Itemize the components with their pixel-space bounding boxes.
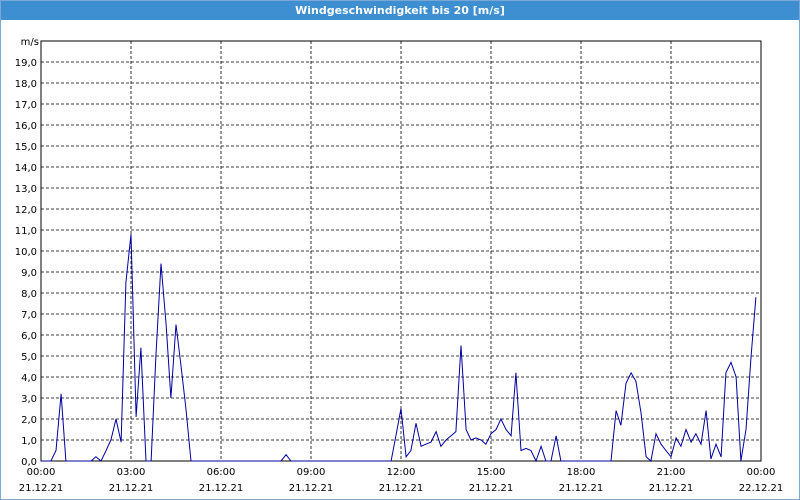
x-tick-label: 06:00 [207,467,236,478]
x-tick-date: 21.12.21 [289,483,334,494]
y-tick-label: 10,0 [15,247,37,258]
y-tick-label: 2,0 [21,415,37,426]
y-tick-label: 11,0 [15,226,37,237]
y-tick-label: 3,0 [21,394,37,405]
y-tick-label: 5,0 [21,352,37,363]
y-tick-label: 19,0 [15,58,37,69]
x-tick-date: 21.12.21 [199,483,244,494]
y-tick-label: 14,0 [15,163,37,174]
x-tick-label: 12:00 [387,467,416,478]
x-tick-label: 15:00 [477,467,506,478]
x-tick-date: 21.12.21 [19,483,64,494]
x-tick-date: 21.12.21 [559,483,604,494]
x-tick-date: 21.12.21 [469,483,514,494]
y-tick-label: 7,0 [21,310,37,321]
y-axis-label: m/s [21,37,39,48]
y-tick-label: 18,0 [15,79,37,90]
y-tick-label: 8,0 [21,289,37,300]
data-line [41,234,757,463]
y-tick-label: 1,0 [21,436,37,447]
x-tick-date: 21.12.21 [109,483,154,494]
y-tick-label: 13,0 [15,184,37,195]
y-tick-label: 12,0 [15,205,37,216]
x-tick-label: 18:00 [567,467,596,478]
y-tick-label: 6,0 [21,331,37,342]
x-tick-date: 21.12.21 [379,483,424,494]
x-tick-label: 00:00 [747,467,776,478]
y-tick-label: 0,0 [21,457,37,468]
y-tick-label: 17,0 [15,100,37,111]
y-tick-label: 9,0 [21,268,37,279]
y-tick-label: 15,0 [15,142,37,153]
x-tick-label: 09:00 [297,467,326,478]
x-tick-date: 21.12.21 [649,483,694,494]
x-tick-label: 03:00 [117,467,146,478]
x-tick-label: 00:00 [27,467,56,478]
y-tick-label: 4,0 [21,373,37,384]
y-tick-label: 16,0 [15,121,37,132]
chart: m/s 0,0 1,0 2,0 3,0 4,0 5,0 6,0 7,0 8,0 9,0 10,0 11… [15,37,784,494]
x-tick-date: 22.12.21 [739,483,784,494]
x-tick-label: 21:00 [657,467,686,478]
title-bar: Windgeschwindigkeit bis 20 [m/s] [1,1,799,20]
